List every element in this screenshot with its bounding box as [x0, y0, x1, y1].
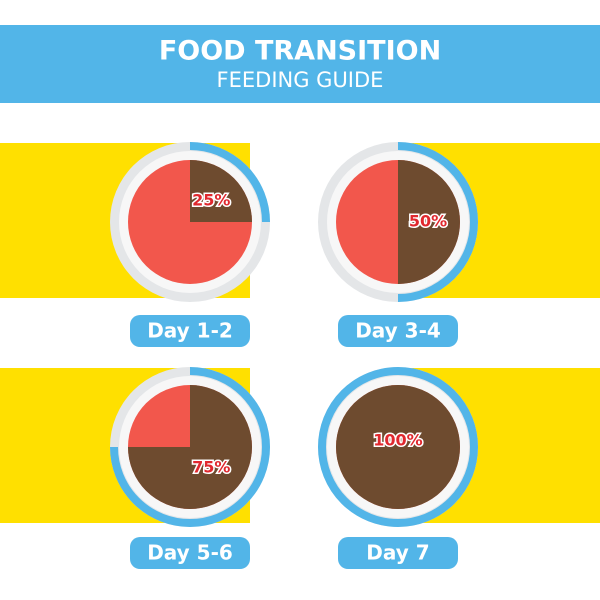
day-label: Day 7 [366, 541, 429, 565]
title: FOOD TRANSITION [159, 36, 441, 67]
new-food [190, 160, 252, 222]
day-pill [338, 315, 458, 347]
progress-ring [318, 367, 478, 527]
day-label: Day 1-2 [147, 319, 233, 343]
header-band [0, 25, 600, 103]
progress-ring [189, 142, 270, 223]
percent-label: 50% [409, 212, 447, 231]
day-pill [130, 315, 250, 347]
percent-label: 25% [192, 190, 230, 209]
day-label: Day 5-6 [147, 541, 233, 565]
progress-ring [110, 367, 270, 527]
day-pill [338, 537, 458, 569]
new-food [128, 385, 252, 509]
day-label: Day 3-4 [355, 319, 441, 343]
percent-label: 100% [373, 431, 422, 450]
new-food [398, 160, 460, 284]
subtitle: FEEDING GUIDE [217, 68, 384, 92]
new-food [336, 385, 460, 509]
progress-ring [397, 142, 478, 302]
day-pill [130, 537, 250, 569]
percent-label: 75% [192, 458, 230, 477]
